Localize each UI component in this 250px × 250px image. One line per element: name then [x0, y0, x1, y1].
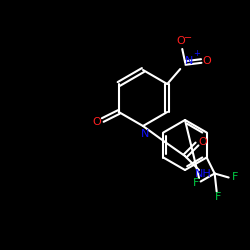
Text: F: F — [214, 192, 221, 202]
Text: F: F — [192, 178, 199, 188]
Text: F: F — [232, 172, 238, 181]
Text: +: + — [193, 48, 200, 58]
Text: O: O — [177, 36, 186, 46]
Text: N: N — [185, 56, 194, 66]
Text: −: − — [184, 33, 192, 43]
Text: O: O — [198, 137, 207, 147]
Text: N: N — [141, 129, 149, 139]
Text: O: O — [92, 117, 101, 127]
Text: O: O — [203, 56, 211, 66]
Text: NH: NH — [194, 169, 212, 179]
